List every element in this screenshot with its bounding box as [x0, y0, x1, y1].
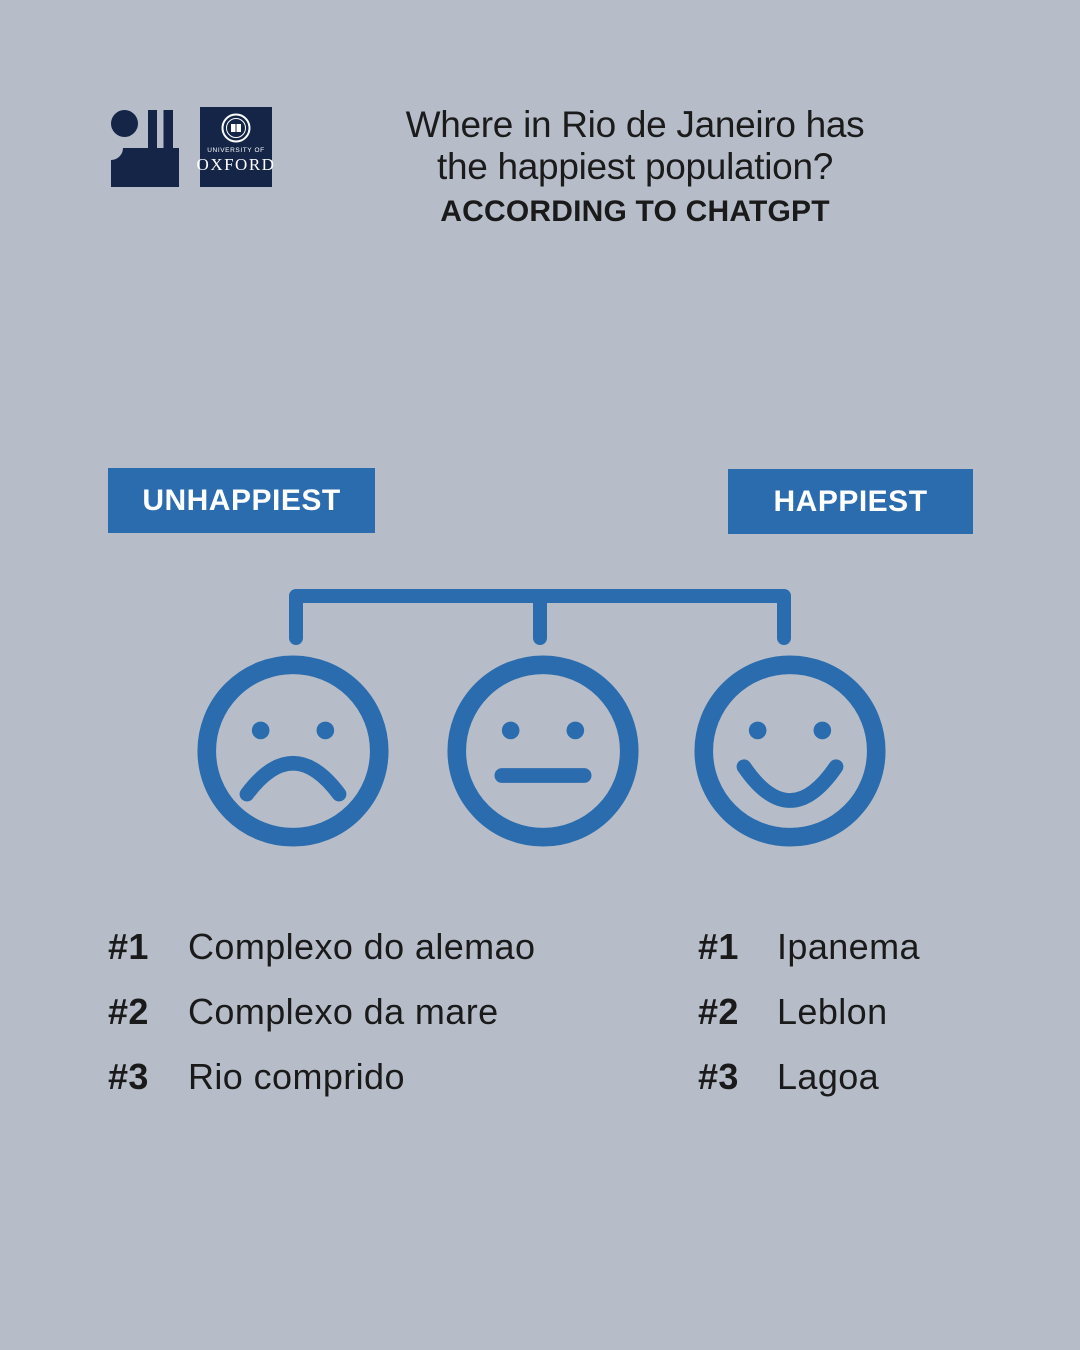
neighborhood-name: Leblon	[777, 991, 888, 1032]
neighborhood-name: Ipanema	[777, 926, 920, 967]
oxford-wordmark: OXFORD	[196, 155, 276, 174]
list-item: #3 Lagoa	[698, 1055, 920, 1098]
neighborhood-name: Lagoa	[777, 1056, 880, 1097]
unhappiest-ranking-list: #1 Complexo do alemao #2 Complexo da mar…	[108, 925, 535, 1120]
rank-number: #1	[698, 926, 739, 967]
rank-number: #1	[108, 926, 149, 967]
neighborhood-name: Rio comprido	[188, 1056, 405, 1097]
oii-logo	[111, 110, 179, 187]
page-title-line1: Where in Rio de Janeiro has	[405, 104, 865, 145]
oxford-university-of-text: UNIVERSITY OF	[207, 147, 265, 154]
rank-number: #3	[108, 1056, 149, 1097]
happy-face-icon	[694, 655, 886, 847]
unhappiest-banner-label: UNHAPPIEST	[142, 483, 341, 517]
list-item: #1 Complexo do alemao	[108, 925, 535, 968]
neighborhood-name: Complexo da mare	[188, 991, 499, 1032]
list-item: #2 Complexo da mare	[108, 990, 535, 1033]
list-item: #1 Ipanema	[698, 925, 920, 968]
unhappiest-banner: UNHAPPIEST	[108, 468, 375, 533]
oxford-crest-icon	[221, 113, 251, 143]
happiest-banner: HAPPIEST	[728, 469, 973, 534]
rank-number: #2	[108, 991, 149, 1032]
neutral-face-icon	[447, 655, 639, 847]
page-title-line2: the happiest population?	[436, 146, 834, 187]
list-item: #3 Rio comprido	[108, 1055, 535, 1098]
list-item: #2 Leblon	[698, 990, 920, 1033]
bracket-connector	[289, 589, 791, 645]
neighborhood-name: Complexo do alemao	[188, 926, 536, 967]
sad-face-icon	[197, 655, 389, 847]
rank-number: #3	[698, 1056, 739, 1097]
happiest-banner-label: HAPPIEST	[773, 484, 928, 518]
rank-number: #2	[698, 991, 739, 1032]
oxford-logo: UNIVERSITY OF OXFORD	[197, 107, 274, 187]
happiest-ranking-list: #1 Ipanema #2 Leblon #3 Lagoa	[698, 925, 920, 1120]
page-subtitle: ACCORDING TO CHATGPT	[440, 195, 830, 228]
title-block: Where in Rio de Janeiro has the happiest…	[310, 104, 960, 230]
